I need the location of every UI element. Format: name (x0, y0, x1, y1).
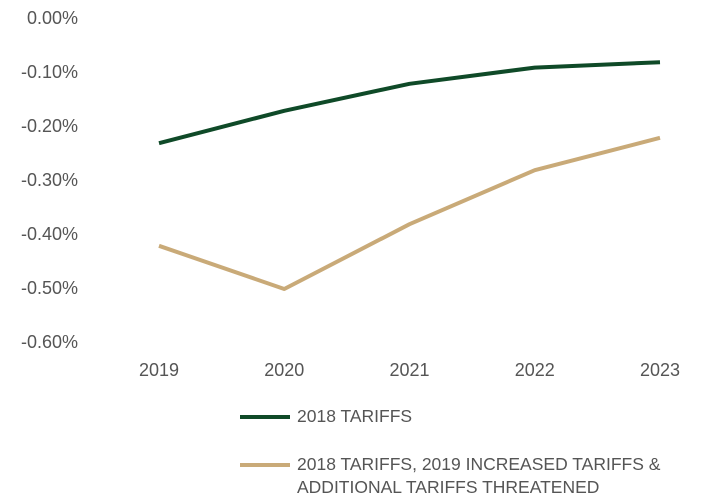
y-tick-label: -0.60% (21, 332, 78, 352)
series-line (158, 135, 661, 291)
legend-label: 2018 TARIFFS, 2019 INCREASED TARIFFS & A… (297, 454, 661, 497)
y-tick-label: -0.40% (21, 224, 78, 244)
y-tick-label: -0.20% (21, 116, 78, 136)
x-tick-label: 2021 (389, 360, 429, 380)
legend-label: 2018 TARIFFS (297, 406, 413, 426)
y-tick-label: 0.00% (27, 8, 78, 28)
x-tick-label: 2020 (264, 360, 304, 380)
series-line (158, 60, 661, 146)
y-tick-label: -0.10% (21, 62, 78, 82)
y-tick-label: -0.50% (21, 278, 78, 298)
y-tick-label: -0.30% (21, 170, 78, 190)
x-tick-label: 2023 (640, 360, 680, 380)
x-tick-label: 2022 (515, 360, 555, 380)
x-tick-label: 2019 (139, 360, 179, 380)
